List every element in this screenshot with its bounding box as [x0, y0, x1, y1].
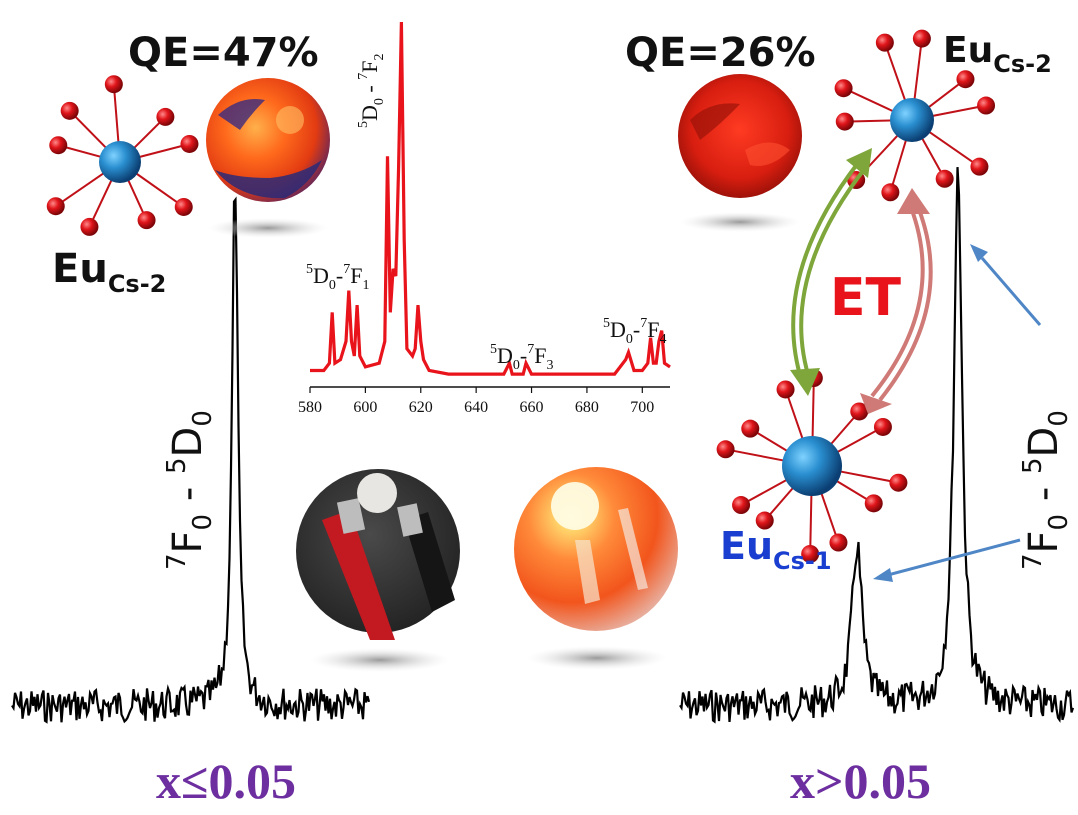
right-qe-text: QE=26%	[625, 30, 816, 76]
right-emission-trace	[679, 167, 1075, 724]
led-on-photo	[514, 467, 678, 631]
right-photo-shadow	[680, 212, 800, 232]
led-off-photo	[296, 469, 460, 640]
right-powder-photo	[678, 74, 802, 198]
left-emission-trace	[11, 196, 371, 724]
annotation-5d0-7f4: 5D0-7F4	[603, 316, 667, 347]
x-tick-label: 600	[353, 399, 377, 416]
annotation-5d0-7f1: 5D0-7F1	[306, 262, 370, 293]
left-condition-label: x≤0.05	[156, 753, 296, 809]
spectrum-chart: 580 600 620 640 660 680 700	[298, 21, 671, 416]
led-on-shadow	[527, 646, 667, 670]
x-tick-label: 580	[298, 399, 322, 416]
x-tick-label: 640	[464, 399, 488, 416]
et-arrow-green	[790, 148, 872, 396]
right-eu-cs1-label: EuCs-1	[720, 524, 832, 575]
left-powder-photo	[206, 78, 330, 202]
spectrum-series-line	[310, 21, 671, 376]
x-tick-label: 700	[630, 399, 654, 416]
right-peak-label: 7F0 - 5D0	[1018, 410, 1074, 570]
right-condition-label: x>0.05	[790, 753, 931, 809]
x-tick-label: 680	[575, 399, 599, 416]
peak-pointer-arrow-bottom	[873, 538, 1021, 582]
peak-pointer-arrow-top	[970, 244, 1042, 326]
energy-transfer-label: ET	[830, 268, 901, 328]
x-tick-label: 660	[520, 399, 544, 416]
right-eu-cs1-cluster	[716, 369, 908, 563]
right-eu-cs2-label: EuCs-2	[943, 30, 1052, 78]
annotation-5d0-7f2: 5D0 - 7F2	[356, 53, 387, 128]
x-tick-label: 620	[409, 399, 433, 416]
left-qe-text: QE=47%	[128, 30, 319, 76]
led-off-shadow	[310, 648, 450, 672]
left-peak-label: 7F0 - 5D0	[162, 410, 218, 570]
right-eu-cs2-cluster	[834, 29, 996, 202]
et-arrow-pink	[860, 188, 933, 414]
annotation-5d0-7f3: 5D0-7F3	[490, 342, 554, 373]
left-eu-cs2-label: EuCs-2	[52, 246, 167, 298]
left-eu-cs2-cluster	[46, 75, 199, 236]
left-photo-shadow	[208, 218, 328, 238]
